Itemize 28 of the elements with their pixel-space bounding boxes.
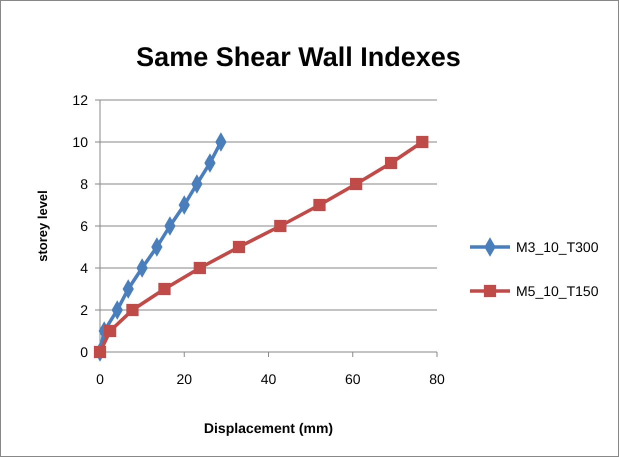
point: [350, 178, 362, 190]
legend-label: M3_10_T300: [516, 238, 599, 255]
x-tick-label: 40: [260, 371, 276, 387]
x-tick-label: 60: [344, 371, 361, 387]
y-tick-label: 12: [72, 92, 88, 108]
point: [232, 240, 246, 254]
y-tick-label: 2: [80, 302, 88, 318]
x-tick-label: 0: [96, 371, 104, 387]
point: [384, 156, 398, 170]
y-tick-label: 10: [72, 134, 88, 150]
point: [194, 262, 206, 274]
y-axis-title: storey level: [35, 190, 50, 262]
y-tick-label: 6: [80, 218, 88, 234]
x-axis-title: Displacement (mm): [204, 420, 334, 436]
y-tick-label: 0: [80, 344, 88, 360]
point: [274, 220, 286, 232]
legend-label: M5_10_T150: [516, 282, 599, 299]
x-tick-label: 20: [176, 371, 192, 387]
point: [416, 136, 428, 148]
y-tick-label: 4: [80, 260, 88, 276]
chart-title: Same Shear Wall Indexes: [136, 42, 461, 72]
point: [94, 346, 106, 358]
point: [313, 198, 326, 212]
point: [158, 282, 171, 296]
x-tick-label: 80: [429, 371, 445, 387]
point: [126, 304, 139, 316]
y-tick-label: 8: [80, 176, 88, 192]
point: [104, 324, 116, 338]
